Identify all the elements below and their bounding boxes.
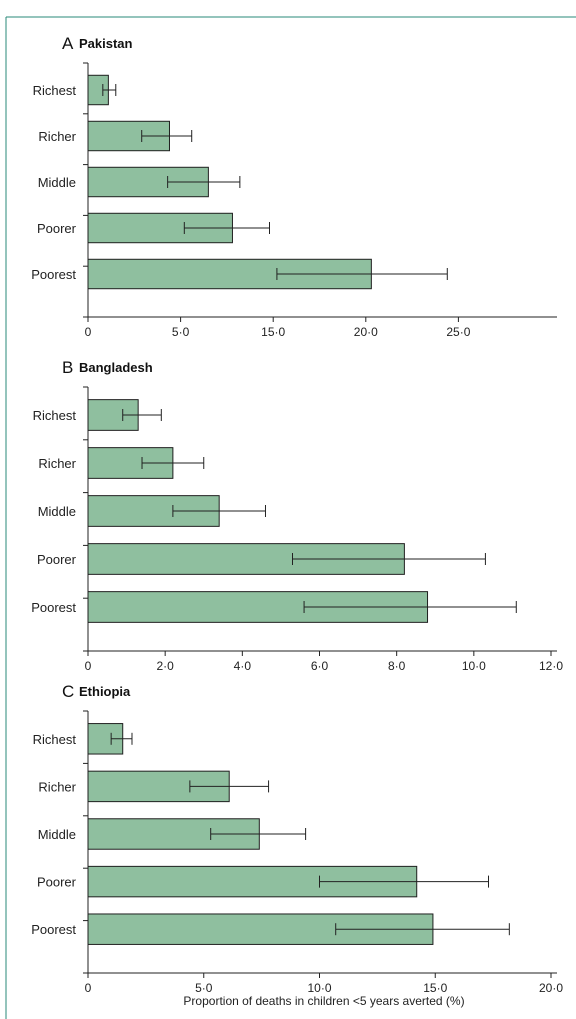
panel-c-category-label: Richest [33,732,77,747]
panel-c-title: Ethiopia [79,684,131,699]
panel-b-category-label: Richer [38,456,76,471]
panel-c-category-label: Poorer [37,875,77,890]
panel-a-category-label: Middle [38,175,76,190]
panel-c-letter: C [62,682,74,701]
panel-c-x-tick-label: 5·0 [195,981,213,995]
panel-c-category-label: Middle [38,827,76,842]
panel-b: B Bangladesh [62,358,153,377]
panel-b-x-tick-label: 12·0 [539,659,563,673]
panel-c-category-label: Richer [38,779,76,794]
panel-b-x-tick-label: 10·0 [462,659,486,673]
panel-a-category-label: Poorest [31,267,76,282]
panel-a-x-tick-label: 25·0 [446,325,470,339]
panel-c: C Ethiopia [62,682,131,701]
panel-a: A Pakistan [62,34,133,53]
panel-b-category-label: Richest [33,408,77,423]
panel-b-category-label: Poorer [37,552,77,567]
panel-a-x-tick-label: 20·0 [354,325,378,339]
panel-b-x-tick-label: 0 [85,659,92,673]
panel-a-title: Pakistan [79,36,133,51]
panel-c-x-tick-label: 20·0 [539,981,563,995]
panel-b-letter: B [62,358,73,377]
panel-a-x-tick-label: 0 [85,325,92,339]
panel-b-x-tick-label: 8·0 [388,659,406,673]
panel-a-letter: A [62,34,74,53]
panel-a-x-tick-label: 15·0 [261,325,285,339]
panel-b-x-tick-label: 4·0 [234,659,252,673]
panel-a-category-label: Richer [38,129,76,144]
panel-a-x-tick-label: 5·0 [172,325,190,339]
panel-c-category-label: Poorest [31,922,76,937]
panel-c-x-tick-label: 0 [85,981,92,995]
panel-c-x-tick-label: 15·0 [423,981,447,995]
panel-c-x-tick-label: 10·0 [307,981,331,995]
panel-b-category-label: Middle [38,504,76,519]
panel-b-category-label: Poorest [31,600,76,615]
panel-b-x-tick-label: 2·0 [156,659,174,673]
panel-a-category-label: Poorer [37,221,77,236]
panel-a-category-label: Richest [33,83,77,98]
x-axis-label: Proportion of deaths in children <5 year… [183,994,464,1008]
panel-b-title: Bangladesh [79,360,153,375]
panel-b-x-tick-label: 6·0 [311,659,329,673]
